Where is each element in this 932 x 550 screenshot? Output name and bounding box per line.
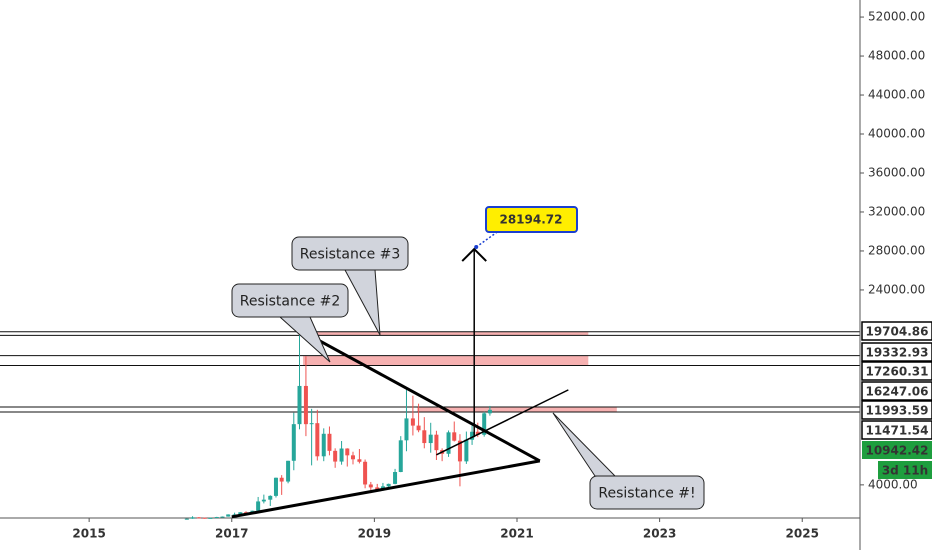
candle-body [286,460,291,482]
callout-text: Resistance #! [598,486,695,502]
candle-body [446,432,451,454]
x-tick-label: 2017 [215,527,248,541]
candle-body [464,439,469,462]
level-label-box [861,420,932,440]
candle-body [404,418,409,441]
y-tick-label: 28000.00 [868,243,925,257]
callout-pointer [344,269,381,336]
candle-body [386,483,391,487]
candle-body [475,431,480,435]
y-tick-label: 32000.00 [868,204,925,218]
level-label: 11993.59 [865,404,928,418]
last-price-box [862,441,932,459]
candle-body [345,448,350,456]
last-price-label: 10942.42 [865,444,928,458]
candle-body [487,409,492,414]
level-label-box [861,321,932,341]
y-tick-label: 52000.00 [868,10,925,24]
arrow-head [461,247,487,262]
candle-body [327,433,332,451]
level-label: 19332.93 [865,346,928,360]
candle-body [398,440,403,472]
level-label-box [861,342,932,362]
candle-body [309,423,314,425]
callout-pointer [552,412,617,477]
trendline [231,459,541,519]
candle-body [470,431,475,440]
level-label-box [861,361,932,381]
candle-body [303,385,308,425]
y-tick-label: 44000.00 [868,88,925,102]
candle-body [393,471,398,484]
candle-body [333,450,338,462]
candle-body [457,440,462,462]
candle-body [220,516,225,518]
candle-body [196,517,201,519]
y-tick-label: 4000.00 [868,477,918,491]
candle-body [238,512,243,515]
resistance-zone [417,406,617,413]
candle-body [214,517,219,519]
candle-body [315,423,320,457]
callout-box [291,236,409,271]
x-tick-label: 2019 [358,527,391,541]
y-tick-label: 40000.00 [868,127,925,141]
callout-box [589,475,705,510]
candle-body [261,499,266,502]
candle-body [184,518,189,520]
resistance-zone [303,331,589,336]
candle-body [452,432,457,441]
trendline [436,389,569,456]
candle-body [375,487,380,491]
callout-text: Resistance #2 [240,294,341,310]
level-label-box [861,400,932,420]
target-box [485,206,578,233]
candle-body [368,484,373,488]
countdown-box [878,461,932,479]
y-tick-label: 36000.00 [868,165,925,179]
callout-text: Resistance #3 [300,247,401,263]
level-label: 11471.54 [865,424,928,438]
candle-body [268,495,273,500]
candle-body [321,433,326,457]
y-tick-label: 24000.00 [868,282,925,296]
trendline [302,330,541,463]
candle-body [279,477,284,482]
level-label: 17260.31 [865,365,928,379]
level-label: 16247.06 [865,385,928,399]
candle-body [202,517,207,519]
candle-body [357,459,362,462]
y-tick-label: 48000.00 [868,49,925,63]
candle-body [256,501,261,511]
candle-body [297,385,302,425]
candle-body [363,461,368,485]
candle-body [482,413,487,435]
x-tick-label: 2015 [72,527,105,541]
x-tick-label: 2023 [643,527,676,541]
candle-body [428,434,433,444]
countdown-label: 3d 11h [882,464,928,478]
level-label-box [861,381,932,401]
resistance-zone [303,355,589,366]
candle-body [410,418,415,426]
candle-body [208,517,213,519]
candle-body [226,514,231,517]
candle-body [273,477,278,496]
candle-body [434,434,439,451]
x-tick-label: 2021 [500,527,533,541]
callout-dot [474,245,479,250]
target-label: 28194.72 [499,213,562,227]
candle-body [350,455,355,460]
candle-body [339,448,344,462]
candle-body [190,517,195,519]
candle-body [291,424,296,461]
candle-body [416,425,421,431]
candle-body [422,430,427,444]
x-tick-label: 2025 [786,527,819,541]
callout-box [231,283,349,318]
level-label: 19704.86 [865,325,928,339]
